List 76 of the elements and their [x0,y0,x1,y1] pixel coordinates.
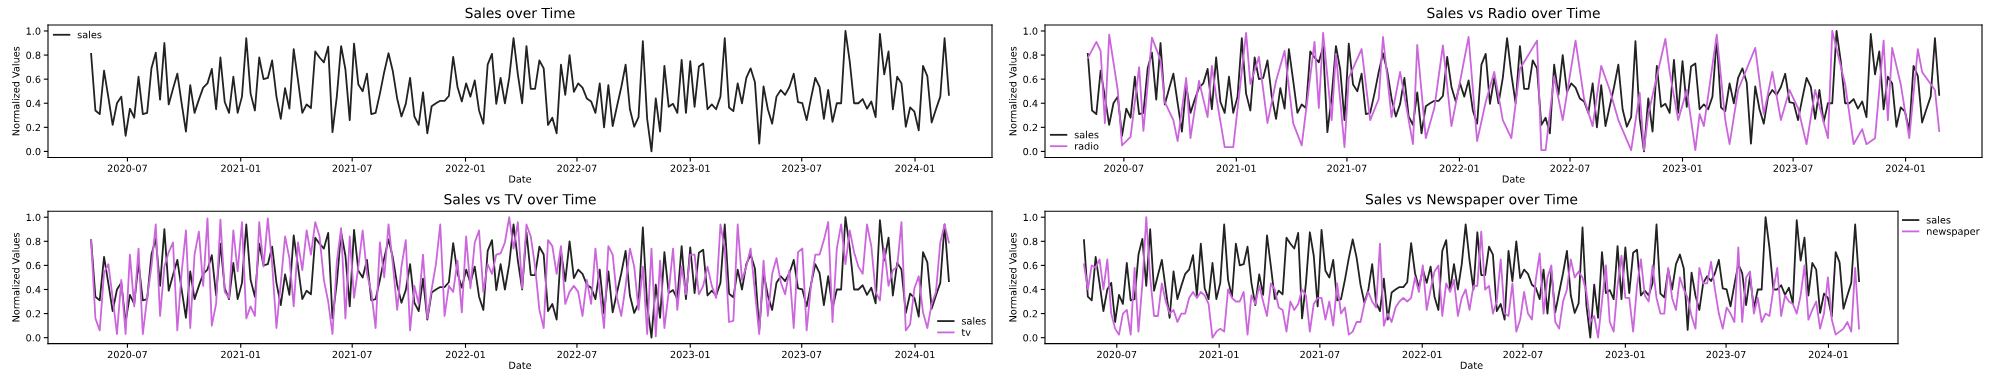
y-axis-title: Normalized Values [12,46,20,136]
x-tick-label: 2023-07 [1773,164,1813,172]
y-tick-label: 0.8 [26,51,41,59]
y-tick-label: 0.8 [1023,237,1038,246]
y-tick-label: 0.2 [1023,310,1038,318]
y-tick-label: 0.4 [26,285,41,294]
y-tick-label: 0.8 [26,237,41,246]
y-tick-label: 0.4 [26,99,41,108]
legend-label: sales [1926,216,1951,224]
x-tick-label: 2022-07 [557,350,597,359]
x-tick-label: 2023-07 [782,350,822,359]
line-series [1083,216,1860,339]
x-axis-title: Date [509,175,532,183]
x-tick-label: 2021-07 [332,350,372,359]
x-tick-label: 2020-07 [107,350,147,359]
legend-label: radio [1075,142,1099,150]
x-tick-label: 2023-01 [670,164,710,172]
x-tick-label: 2022-01 [1439,164,1479,172]
y-tick-label: 0.8 [1023,51,1038,59]
chart-title: Sales vs Newspaper over Time [1365,193,1578,208]
y-tick-label: 0.0 [1023,147,1038,156]
x-tick-label: 2023-07 [1706,350,1746,359]
x-tick-label: 2021-07 [1300,350,1340,359]
y-tick-label: 0.6 [26,261,41,270]
x-tick-label: 2022-01 [1402,350,1442,359]
x-axis-title: Date [509,361,532,369]
x-tick-label: 2022-01 [445,350,485,359]
x-tick-label: 2021-07 [332,164,372,172]
chart-title: Sales vs TV over Time [444,193,596,205]
y-tick-label: 0.4 [1023,285,1038,294]
y-tick-label: 1.0 [26,27,41,35]
legend-label: newspaper [1927,229,1980,237]
x-tick-label: 2024-01 [895,164,935,172]
x-tick-label: 2022-07 [557,164,597,172]
y-axis-title: Normalized Values [12,232,20,322]
x-tick-label: 2022-07 [1550,164,1590,172]
y-tick-label: 0.2 [1023,123,1038,132]
y-tick-label: 1.0 [1023,213,1038,222]
y-tick-label: 0.4 [1023,99,1038,108]
x-axis-title: Date [1502,175,1525,183]
y-tick-label: 0.0 [26,334,41,342]
y-tick-label: 0.0 [26,147,41,156]
chart-title: Sales over Time [465,7,575,19]
y-tick-label: 0.2 [26,310,41,318]
legend-label: sales [1074,130,1099,139]
y-axis-title: Normalized Values [1009,46,1017,136]
y-tick-label: 0.6 [1023,261,1038,270]
x-tick-label: 2020-07 [1104,164,1144,172]
legend-label: tv [961,329,971,336]
x-tick-label: 2020-07 [107,164,147,172]
x-tick-label: 2024-01 [895,350,935,359]
y-tick-label: 1.0 [26,213,41,222]
x-tick-label: 2022-07 [1503,350,1543,359]
x-tick-label: 2021-01 [221,164,261,172]
x-tick-label: 2021-01 [221,350,261,359]
x-tick-label: 2023-01 [1662,164,1702,172]
y-tick-label: 0.2 [26,123,41,132]
x-tick-label: 2020-07 [1097,350,1137,359]
chart-title: Sales vs Radio over Time [1427,7,1600,19]
x-tick-label: 2023-01 [670,350,710,359]
x-tick-label: 2021-07 [1327,164,1367,172]
x-tick-label: 2024-01 [1808,350,1848,359]
x-tick-label: 2023-01 [1605,350,1645,359]
x-tick-label: 2021-01 [1216,164,1256,172]
x-tick-label: 2022-01 [445,164,485,172]
y-tick-label: 0.6 [26,75,41,83]
x-tick-label: 2021-01 [1199,350,1239,359]
x-tick-label: 2023-07 [782,164,822,172]
y-tick-label: 0.0 [1023,334,1038,342]
legend-label: sales [77,30,102,39]
y-axis-title: Normalized Values [1009,232,1017,322]
y-tick-label: 1.0 [1023,27,1038,35]
x-tick-label: 2024-01 [1886,164,1926,172]
legend-label: sales [961,317,986,325]
y-tick-label: 0.6 [1023,75,1038,83]
x-axis-title: Date [1460,361,1483,369]
